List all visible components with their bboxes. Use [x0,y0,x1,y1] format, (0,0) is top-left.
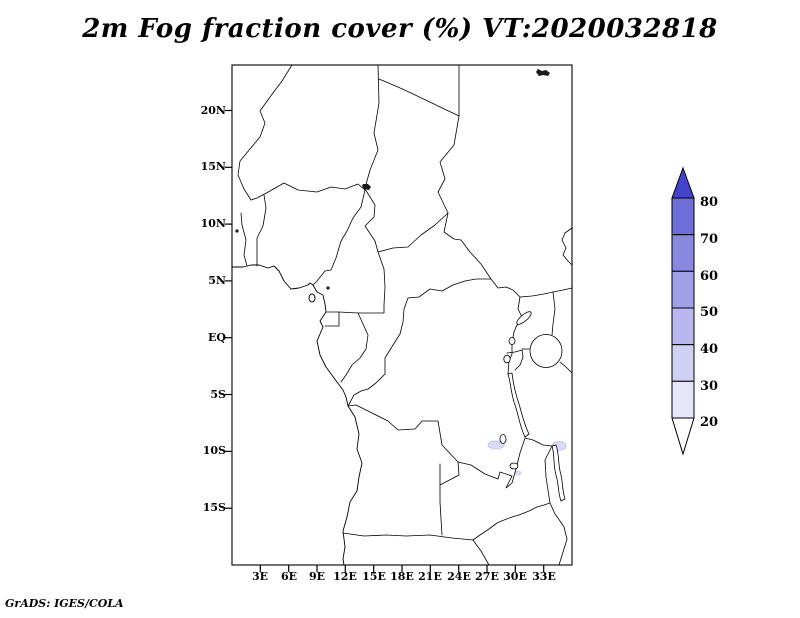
x-tick-label: 21E [418,570,442,583]
lake-nasser [536,69,550,76]
y-tick-label: EQ [208,331,226,344]
y-tick-label: 5N [208,274,226,287]
x-tick-label: 15E [362,570,386,583]
colorbar-below-min [671,417,695,456]
x-tick-label: 24E [447,570,471,583]
country-borders [237,64,573,566]
fog-patch [487,440,505,450]
colorbar-label: 60 [700,269,718,284]
colorbar-label: 80 [700,195,718,210]
y-tick-label: 15N [200,160,226,173]
x-tick-label: 6E [280,570,298,583]
coastline [231,264,363,566]
x-tick-label: 18E [390,570,414,583]
lake-victoria [529,334,563,368]
colorbar-label: 70 [700,232,718,247]
colorbar-segment [671,234,695,272]
y-tick-label: 10S [202,444,226,457]
x-tick-label: 12E [333,570,357,583]
lake-kivu [503,354,511,364]
x-tick-label: 9E [308,570,326,583]
coastal-mark [326,286,330,290]
lake-albert [516,311,532,325]
colorbar-label: 50 [700,305,718,320]
colorbar-label: 40 [700,342,718,357]
colorbar-labels: 80 70 60 50 40 30 20 [700,195,718,430]
y-tick-label: 15S [202,501,226,514]
colorbar-segment [671,380,695,419]
lake-tanganyika [507,372,530,438]
plot-title: 2m Fog fraction cover (%) VT:2020032818 [82,14,718,44]
y-tick-label: 5S [210,388,226,401]
colorbar-above-max [671,166,695,199]
colorbar-label: 30 [700,379,718,394]
lake-malawi [551,444,566,502]
lake-volta-tip [235,229,239,233]
colorbar-label: 20 [700,415,718,430]
x-tick-label: 3E [251,570,269,583]
map-frame [231,64,573,566]
colorbar-segment [671,197,695,236]
x-tick-label: 27E [475,570,499,583]
colorbar-segment [671,307,695,346]
lake-mweru [499,434,507,444]
lake-bangweulu [509,462,519,470]
colorbar-segments [671,166,695,456]
map-canvas [225,64,573,572]
colorbar: 80 70 60 50 40 30 20 [671,166,718,456]
colorbar-segment [671,270,695,309]
filled-water-marks [235,69,550,290]
fog-patch [514,470,522,476]
lakes [499,311,566,502]
y-tick-label: 10N [200,217,226,230]
axis-ticks [225,109,545,572]
x-tick-label: 30E [503,570,527,583]
x-tick-label: 33E [532,570,556,583]
lake-chad [362,184,371,190]
colorbar-segment [671,344,695,382]
y-tick-label: 20N [200,104,226,117]
lake-edward [508,337,516,345]
bioko-island [308,293,316,303]
grads-attribution: GrADS: IGES/COLA [5,597,124,610]
